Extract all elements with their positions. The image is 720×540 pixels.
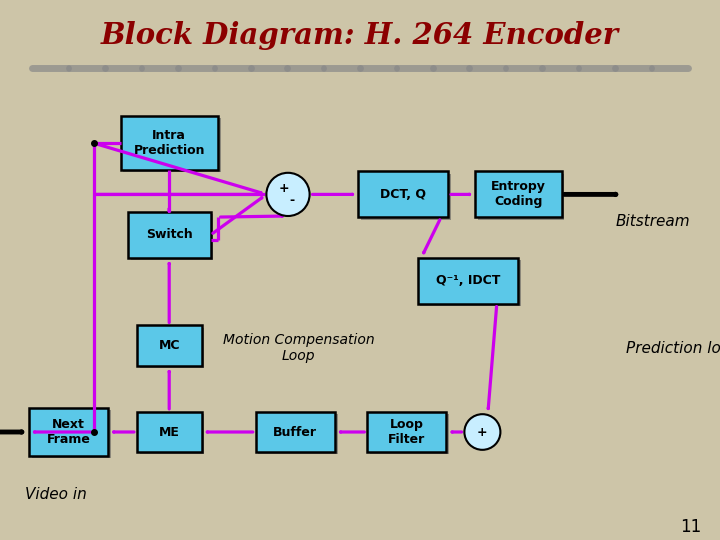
Text: Q⁻¹, IDCT: Q⁻¹, IDCT: [436, 274, 500, 287]
Text: +: +: [477, 426, 487, 438]
FancyBboxPatch shape: [124, 118, 220, 172]
FancyBboxPatch shape: [361, 174, 451, 219]
FancyBboxPatch shape: [137, 325, 202, 366]
Text: Intra
Prediction: Intra Prediction: [133, 129, 205, 157]
FancyBboxPatch shape: [370, 414, 449, 455]
FancyBboxPatch shape: [475, 172, 562, 217]
FancyBboxPatch shape: [137, 411, 202, 453]
FancyBboxPatch shape: [478, 174, 564, 219]
FancyBboxPatch shape: [418, 258, 518, 303]
Text: Switch: Switch: [146, 228, 192, 241]
Text: Loop
Filter: Loop Filter: [388, 418, 426, 446]
Text: Entropy
Coding: Entropy Coding: [491, 180, 546, 208]
FancyBboxPatch shape: [29, 408, 108, 456]
FancyBboxPatch shape: [140, 327, 204, 368]
Text: 11: 11: [680, 517, 702, 536]
FancyBboxPatch shape: [131, 214, 213, 260]
Text: Video in: Video in: [25, 487, 87, 502]
Text: Motion Compensation
Loop: Motion Compensation Loop: [223, 333, 374, 363]
Text: Next
Frame: Next Frame: [47, 418, 90, 446]
Text: +: +: [279, 183, 289, 195]
Ellipse shape: [266, 173, 310, 216]
Text: Block Diagram: H. 264 Encoder: Block Diagram: H. 264 Encoder: [101, 21, 619, 50]
Ellipse shape: [464, 414, 500, 450]
Text: DCT, Q: DCT, Q: [380, 188, 426, 201]
FancyBboxPatch shape: [359, 172, 448, 217]
Text: -: -: [289, 194, 294, 207]
FancyBboxPatch shape: [128, 212, 210, 258]
FancyBboxPatch shape: [367, 411, 446, 453]
FancyBboxPatch shape: [121, 116, 217, 170]
Text: ME: ME: [159, 426, 179, 438]
FancyBboxPatch shape: [258, 414, 338, 455]
FancyBboxPatch shape: [256, 411, 335, 453]
Text: Bitstream: Bitstream: [616, 214, 690, 229]
FancyBboxPatch shape: [32, 410, 111, 458]
FancyBboxPatch shape: [420, 260, 521, 306]
Text: MC: MC: [158, 339, 180, 352]
Text: Buffer: Buffer: [273, 426, 318, 438]
Text: Prediction loop: Prediction loop: [626, 341, 720, 356]
FancyBboxPatch shape: [140, 414, 204, 455]
